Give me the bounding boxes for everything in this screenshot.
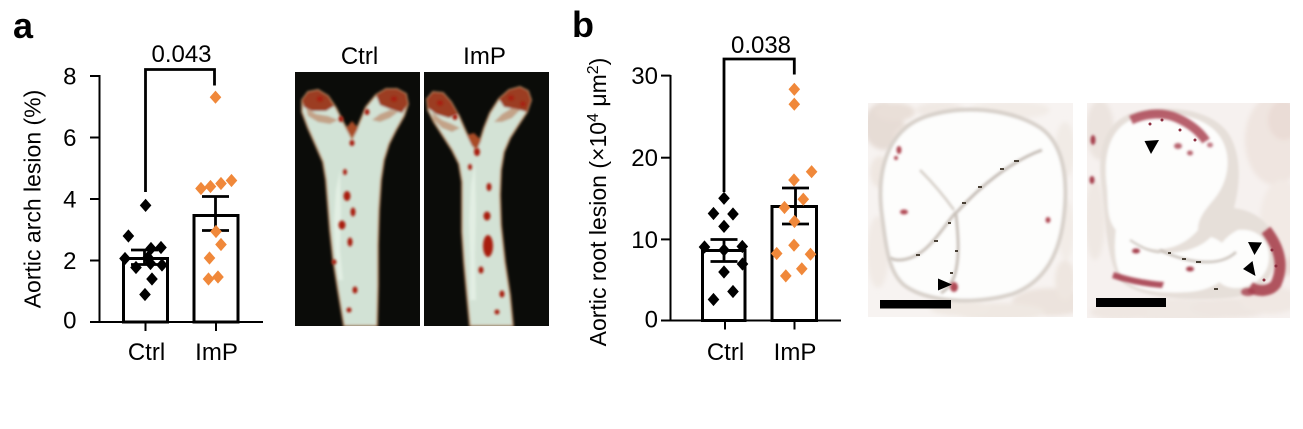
svg-text:ImP: ImP xyxy=(463,43,506,70)
svg-text:Aortic root lesion (×104 μm2): Aortic root lesion (×104 μm2) xyxy=(585,58,611,347)
svg-text:20: 20 xyxy=(631,145,658,172)
svg-text:Aortic arch lesion (%): Aortic arch lesion (%) xyxy=(20,90,46,309)
svg-text:Ctrl: Ctrl xyxy=(128,339,165,366)
svg-text:6: 6 xyxy=(63,125,76,152)
svg-text:2: 2 xyxy=(63,248,76,275)
svg-text:ImP: ImP xyxy=(195,339,238,366)
svg-text:0: 0 xyxy=(645,307,658,334)
svg-text:8: 8 xyxy=(63,64,76,91)
svg-text:0.038: 0.038 xyxy=(731,32,791,59)
svg-text:0: 0 xyxy=(63,308,76,335)
svg-text:Ctrl: Ctrl xyxy=(341,43,378,70)
svg-text:30: 30 xyxy=(631,63,658,90)
svg-text:10: 10 xyxy=(631,227,658,254)
svg-text:a: a xyxy=(13,5,34,46)
svg-text:0.043: 0.043 xyxy=(151,41,211,68)
svg-text:4: 4 xyxy=(63,187,76,214)
svg-text:b: b xyxy=(572,4,594,45)
svg-text:ImP: ImP xyxy=(774,339,817,366)
svg-text:Ctrl: Ctrl xyxy=(707,339,744,366)
